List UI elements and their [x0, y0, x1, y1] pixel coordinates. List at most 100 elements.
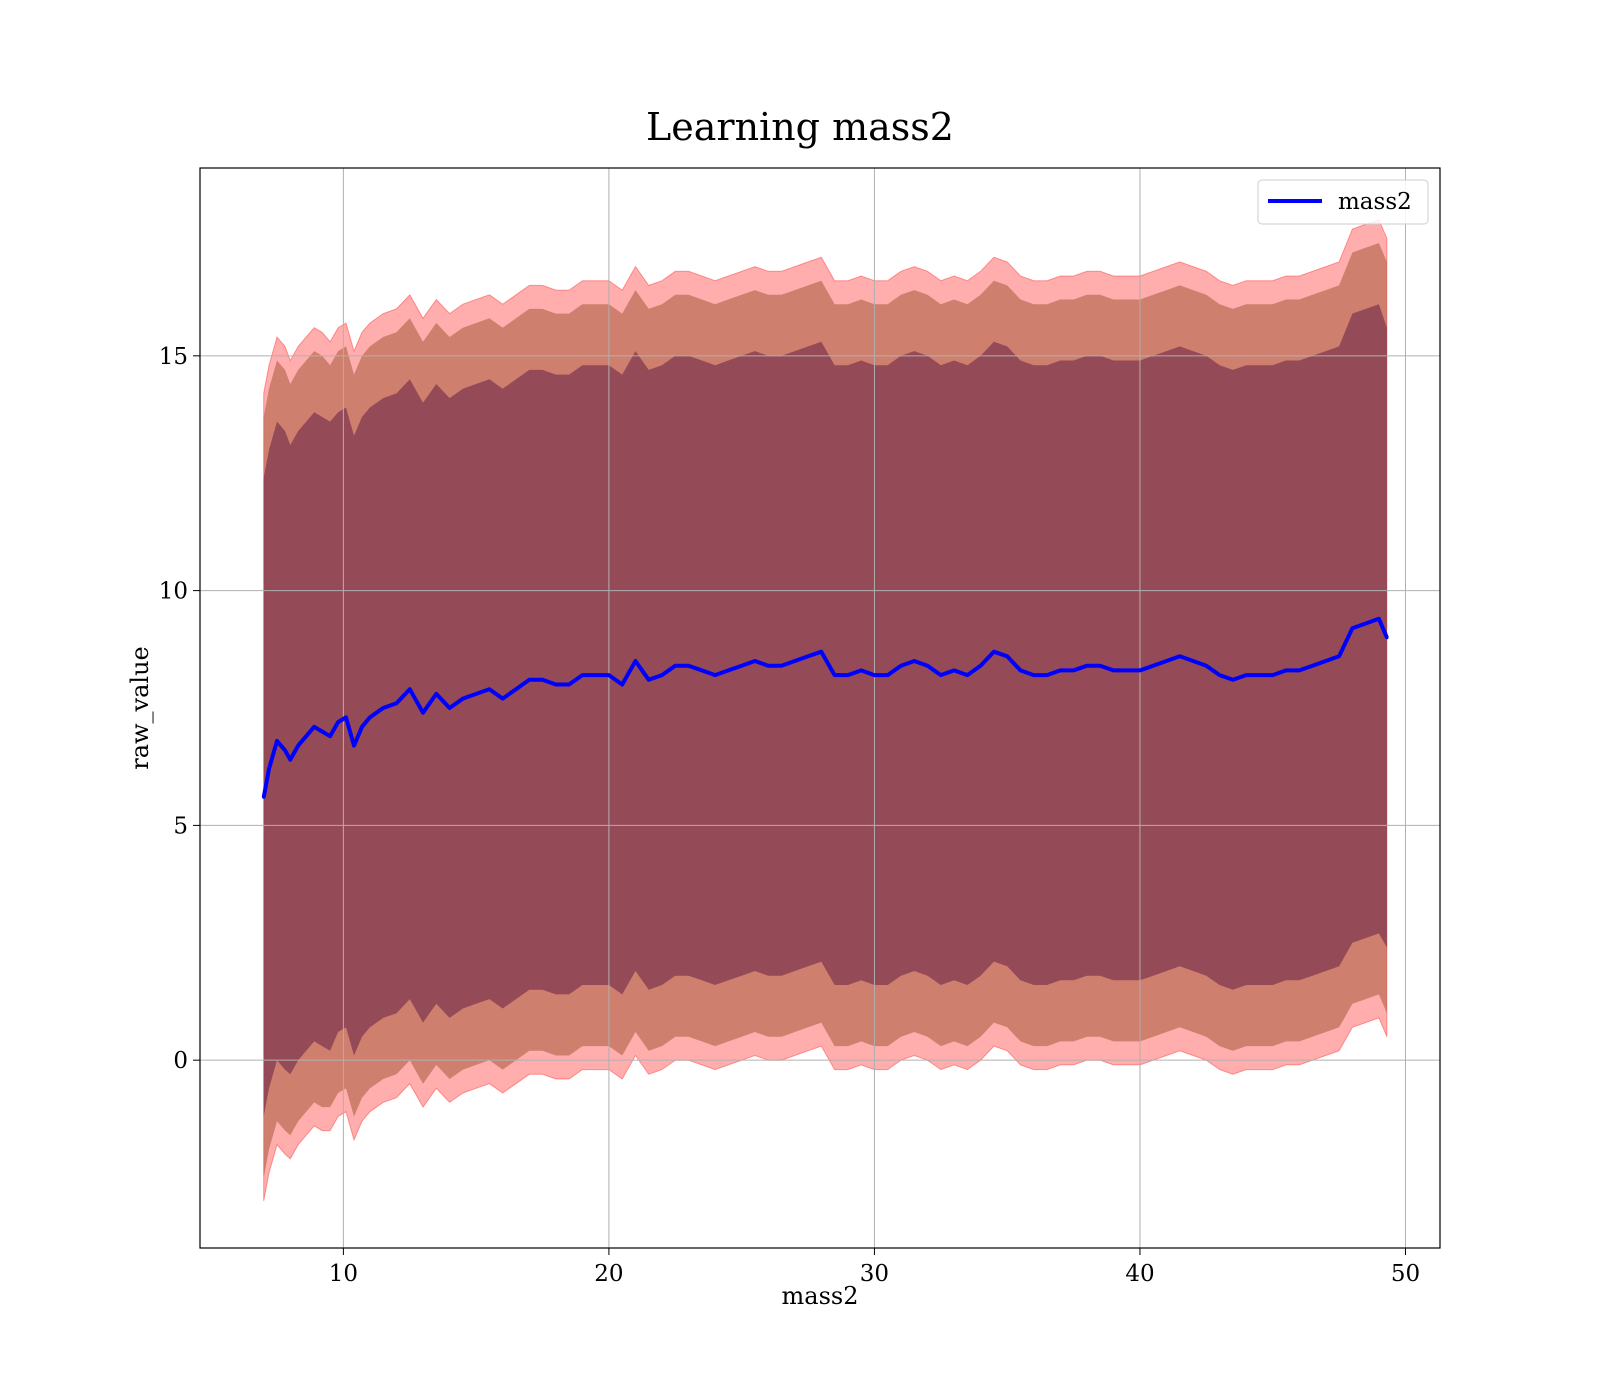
series-point-mass2: [474, 692, 478, 696]
series-point-mass2: [965, 673, 970, 677]
series-point-mass2: [368, 715, 372, 720]
series-point-mass2: [620, 682, 624, 687]
x-tick-label: 50: [1391, 1261, 1420, 1287]
series-point-mass2: [713, 673, 717, 677]
series-point-mass2: [381, 706, 385, 710]
series-point-mass2: [1385, 636, 1389, 640]
series-point-mass2: [580, 673, 585, 677]
series-point-mass2: [1125, 668, 1129, 673]
series-point-mass2: [1191, 659, 1195, 663]
series-point-mass2: [859, 668, 863, 673]
series-point-mass2: [806, 654, 810, 658]
series-point-mass2: [434, 692, 438, 696]
series-point-mass2: [267, 767, 271, 771]
y-tick-label: 0: [173, 1048, 188, 1074]
mean-line-layer: [261, 616, 1389, 799]
x-tick-label: 40: [1125, 1261, 1154, 1287]
x-tick-label: 30: [860, 1261, 889, 1287]
series-point-mass2: [899, 664, 903, 668]
series-point-mass2: [320, 729, 324, 734]
legend-box: [1257, 179, 1429, 225]
series-point-mass2: [594, 673, 598, 677]
series-point-mass2: [700, 668, 704, 673]
series-point-mass2: [939, 673, 943, 677]
series-point-mass2: [567, 682, 571, 687]
series-point-mass2: [344, 715, 348, 720]
series-point-mass2: [647, 678, 651, 682]
series-point-mass2: [1018, 668, 1023, 673]
series-point-mass2: [779, 664, 784, 668]
series-point-mass2: [846, 673, 850, 677]
series-point-mass2: [1310, 664, 1315, 668]
series-point-mass2: [514, 687, 518, 691]
series-point-mass2: [872, 673, 877, 677]
series-point-mass2: [288, 758, 292, 762]
series-point-mass2: [912, 659, 916, 663]
inner-uncertainty-band: [263, 304, 1387, 1117]
series-point-mass2: [633, 659, 638, 663]
series-point-mass2: [1218, 673, 1222, 677]
series-point-mass2: [1284, 668, 1288, 673]
series-point-mass2: [408, 687, 412, 691]
middle-uncertainty-band: [263, 243, 1387, 1178]
series-point-mass2: [687, 664, 691, 668]
series-point-mass2: [833, 673, 837, 677]
series-point-mass2: [1271, 673, 1275, 677]
series-point-mass2: [328, 734, 332, 738]
series-point-mass2: [1297, 668, 1301, 673]
series-point-mass2: [1377, 617, 1381, 621]
series-point-mass2: [336, 720, 340, 724]
series-point-mass2: [540, 678, 545, 682]
uncertainty-bands: [263, 219, 1388, 1202]
y-axis-label: raw_value: [126, 646, 154, 770]
series-point-mass2: [607, 673, 611, 677]
series-point-mass2: [1045, 673, 1049, 677]
series-point-mass2: [992, 650, 996, 654]
series-point-mass2: [1072, 668, 1076, 673]
series-point-mass2: [283, 748, 287, 752]
series-point-mass2: [312, 725, 316, 729]
grid-lines: [200, 168, 1440, 1248]
series-point-mass2: [461, 697, 465, 701]
series-point-mass2: [554, 682, 558, 687]
series-point-mass2: [740, 664, 744, 668]
y-tick-label: 5: [173, 813, 188, 839]
series-line-mass2: [261, 616, 1389, 798]
series-point-mass2: [925, 664, 930, 668]
series-point-mass2: [262, 795, 266, 799]
y-tick-label: 15: [159, 344, 188, 370]
series-point-mass2: [394, 701, 399, 705]
y-axis-ticks: 0 5 10 15: [159, 344, 200, 1074]
series-point-mass2: [421, 711, 425, 715]
series-point-mass2: [487, 687, 491, 691]
x-axis-label: mass2: [782, 1282, 859, 1310]
series-point-mass2: [753, 659, 757, 663]
series-point-mass2: [979, 664, 983, 668]
series-point-mass2: [819, 650, 823, 654]
series-point-mass2: [1178, 654, 1182, 658]
series-point-mass2: [352, 744, 356, 748]
series-point-mass2: [1005, 654, 1009, 658]
series-point-mass2: [1032, 673, 1036, 677]
series-point-mass2: [1058, 668, 1062, 673]
series-point-mass2: [1337, 654, 1341, 658]
series-point-mass2: [1151, 664, 1155, 668]
series-point-mass2: [360, 725, 364, 729]
series-point-mass2: [501, 697, 505, 701]
series-point-mass2: [1231, 678, 1235, 682]
series-point-mass2: [660, 673, 664, 677]
series-point-mass2: [726, 668, 731, 673]
series-point-mass2: [1244, 673, 1248, 677]
series-point-mass2: [1204, 664, 1208, 668]
series-point-mass2: [1324, 659, 1328, 663]
series-point-mass2: [275, 739, 279, 743]
series-point-mass2: [1085, 664, 1089, 668]
series-point-mass2: [304, 734, 308, 738]
x-tick-label: 10: [329, 1261, 358, 1287]
series-point-mass2: [1364, 621, 1368, 626]
series-point-mass2: [673, 664, 677, 668]
y-tick-label: 10: [159, 579, 188, 605]
chart-title: Learning mass2: [646, 105, 954, 149]
series-point-mass2: [448, 706, 452, 710]
